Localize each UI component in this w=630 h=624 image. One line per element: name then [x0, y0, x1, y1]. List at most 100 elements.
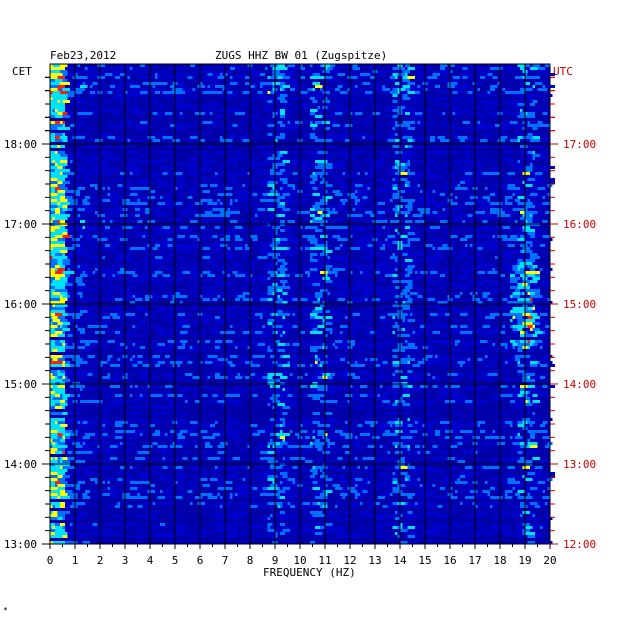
spectrogram-cell [442, 202, 450, 205]
spectrogram-cell [427, 82, 430, 85]
spectrogram-cell [152, 196, 155, 199]
spectrogram-cell [50, 298, 55, 301]
spectrogram-cell [485, 133, 490, 136]
spectrogram-cell [207, 109, 213, 112]
spectrogram-cell [187, 73, 190, 76]
spectrogram-cell [60, 232, 63, 235]
spectrogram-cell [352, 175, 355, 178]
spectrogram-cell [525, 85, 530, 88]
spectrogram-cell [337, 244, 340, 247]
spectrogram-cell [352, 313, 360, 316]
spectrogram-cell [67, 232, 73, 235]
spectrogram-cell [310, 268, 318, 271]
spectrogram-cell [355, 325, 363, 328]
spectrogram-cell [190, 235, 198, 238]
spectrogram-cell [322, 310, 325, 313]
spectrogram-cell [340, 268, 345, 271]
spectrogram-cell [455, 127, 460, 130]
spectrogram-cell [470, 247, 478, 250]
spectrogram-cell [225, 160, 228, 163]
spectrogram-cell [447, 250, 455, 253]
spectrogram-cell [520, 229, 523, 232]
spectrogram-cell [320, 106, 323, 109]
spectrogram-cell [522, 214, 525, 217]
spectrogram-cell [330, 319, 335, 322]
spectrogram-cell [440, 97, 443, 100]
spectrogram-cell [70, 286, 75, 289]
spectrogram-cell [282, 235, 290, 238]
spectrogram-cell [452, 133, 460, 136]
spectrogram-cell [370, 187, 373, 190]
spectrogram-cell [87, 325, 95, 328]
spectrogram-cell [252, 313, 255, 316]
spectrogram-cell [50, 166, 55, 169]
spectrogram-cell [230, 220, 238, 223]
spectrogram-cell [265, 256, 268, 259]
spectrogram-cell [87, 271, 90, 274]
spectrogram-cell [367, 115, 373, 118]
spectrogram-cell [397, 67, 405, 70]
spectrogram-cell [407, 169, 410, 172]
spectrogram-cell [397, 178, 400, 181]
spectrogram-cell [380, 304, 388, 307]
spectrogram-cell [407, 283, 413, 286]
spectrogram-cell [337, 226, 343, 229]
spectrogram-cell [520, 208, 525, 211]
spectrogram-cell [525, 139, 530, 142]
spectrogram-cell [147, 100, 155, 103]
spectrogram-cell [395, 106, 398, 109]
spectrogram-cell [65, 286, 68, 289]
spectrogram-cell [365, 193, 368, 196]
spectrogram-cell [490, 124, 495, 127]
spectrogram-cell [457, 214, 463, 217]
spectrogram-cell [67, 208, 73, 211]
spectrogram-cell [145, 235, 148, 238]
spectrogram-cell [512, 295, 518, 298]
spectrogram-cell [510, 238, 518, 241]
spectrogram-cell [367, 292, 375, 295]
spectrogram-cell [432, 163, 435, 166]
spectrogram-cell [105, 274, 113, 277]
spectrogram-cell [510, 229, 513, 232]
spectrogram-cell [547, 181, 555, 184]
spectrogram-cell [395, 316, 398, 319]
spectrogram-cell [390, 259, 395, 262]
spectrogram-cell [57, 301, 63, 304]
spectrogram-cell [180, 295, 188, 298]
spectrogram-cell [405, 301, 413, 304]
spectrogram-cell [225, 88, 228, 91]
spectrogram-cell [75, 106, 78, 109]
spectrogram-cell [165, 331, 173, 334]
spectrogram-cell [195, 67, 200, 70]
spectrogram-cell [175, 277, 183, 280]
spectrogram-cell [67, 79, 70, 82]
spectrogram-cell [392, 187, 398, 190]
spectrogram-cell [210, 271, 215, 274]
spectrogram-cell [277, 268, 280, 271]
spectrogram-cell [530, 301, 533, 304]
spectrogram-cell [210, 292, 218, 295]
spectrogram-cell [67, 97, 73, 100]
spectrogram-cell [315, 139, 318, 142]
spectrogram-cell [425, 328, 428, 331]
spectrogram-cell [480, 145, 488, 148]
spectrogram-cell [530, 145, 538, 148]
spectrogram-cell [172, 277, 175, 280]
spectrogram-cell [457, 163, 460, 166]
spectrogram-cell [492, 166, 500, 169]
spectrogram-cell [512, 250, 518, 253]
spectrogram-cell [277, 298, 283, 301]
spectrogram-cell [187, 238, 193, 241]
spectrogram-cell [205, 151, 208, 154]
spectrogram-cell [105, 250, 108, 253]
spectrogram-cell [177, 91, 185, 94]
spectrogram-cell [527, 283, 530, 286]
spectrogram-cell [537, 205, 540, 208]
spectrogram-cell [517, 115, 520, 118]
spectrogram-cell [230, 280, 238, 283]
spectrogram-cell [227, 274, 230, 277]
spectrogram-cell [465, 301, 468, 304]
spectrogram-cell [510, 112, 515, 115]
spectrogram-cell [542, 235, 550, 238]
spectrogram-cell [212, 199, 218, 202]
